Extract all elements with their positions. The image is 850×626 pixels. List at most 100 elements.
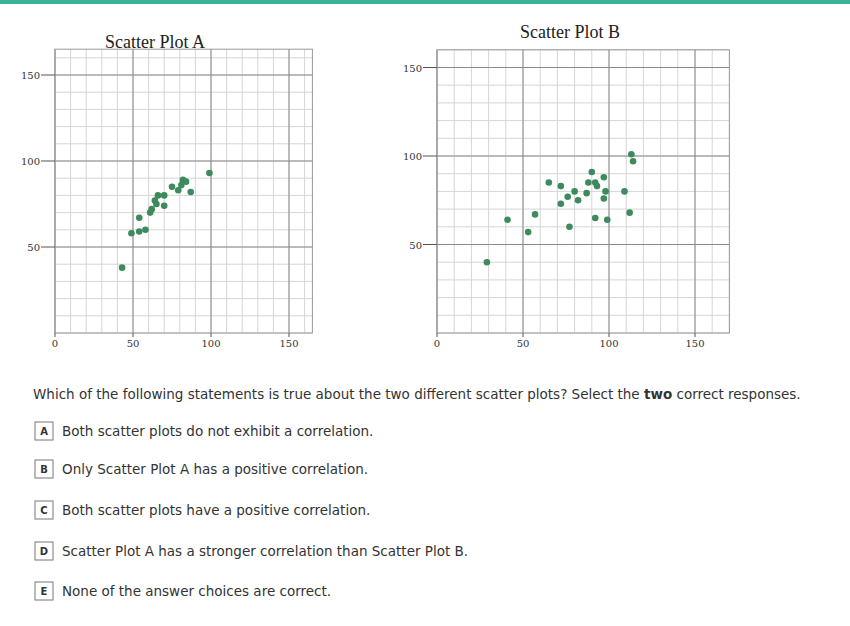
grid-line (211, 49, 212, 333)
grid-line (289, 49, 290, 333)
tick-label: 100 (201, 338, 220, 349)
grid-line (437, 156, 729, 157)
option-letter: B (40, 464, 48, 475)
minor-grid (55, 315, 312, 316)
tick-label: 100 (403, 151, 422, 162)
grid-line (437, 67, 729, 68)
tick-label: 50 (27, 242, 40, 253)
minor-grid (437, 244, 729, 245)
minor-grid (55, 264, 312, 265)
minor-grid (55, 298, 312, 299)
option-box[interactable] (35, 542, 53, 560)
option-text: Scatter Plot A has a stronger correlatio… (62, 543, 468, 559)
minor-grid (55, 229, 312, 230)
point (136, 214, 143, 221)
point (148, 206, 155, 213)
point (183, 178, 190, 185)
minor-grid (437, 138, 729, 139)
tick-label: 50 (409, 240, 422, 251)
point (602, 188, 609, 195)
minor-grid (437, 191, 729, 192)
option[interactable]: D Scatter Plot A has a stronger correlati… (35, 542, 468, 560)
minor-grid (437, 67, 729, 68)
minor-grid (133, 49, 134, 333)
option[interactable]: ABoth scatter plots do not exhibit a cor… (35, 422, 373, 440)
minor-grid (437, 226, 729, 227)
tick-label: 50 (127, 338, 140, 349)
top-bar (0, 0, 850, 4)
tick (289, 333, 290, 337)
chart-title: Scatter Plot B (520, 22, 620, 42)
minor-grid (437, 120, 729, 121)
option-box[interactable] (35, 582, 53, 600)
tick-label: 100 (599, 338, 618, 349)
tick (41, 75, 55, 76)
question: Which of the following statements is tru… (33, 386, 801, 402)
minor-grid (695, 50, 696, 333)
grid-line (55, 247, 312, 248)
minor-grid (437, 102, 729, 103)
tick (423, 67, 437, 68)
option[interactable]: ENone of the answer choices are correct. (35, 582, 331, 600)
point (583, 190, 590, 197)
minor-grid (437, 262, 729, 263)
tick (695, 333, 696, 337)
tick-label: 150 (279, 338, 298, 349)
point (532, 211, 539, 218)
option[interactable]: CBoth scatter plots have a positive corr… (35, 501, 370, 519)
point (169, 184, 176, 191)
tick (437, 333, 438, 337)
minor-grid (55, 75, 312, 76)
minor-grid (437, 209, 729, 210)
point (575, 197, 582, 204)
question-emphasis: two (644, 386, 672, 402)
tick (133, 333, 134, 337)
minor-grid (437, 279, 729, 280)
tick (423, 244, 437, 245)
option-box[interactable] (35, 501, 53, 519)
minor-grid (437, 315, 729, 316)
option-text: Only Scatter Plot A has a positive corre… (62, 461, 368, 477)
option-letter: D (40, 546, 48, 557)
minor-grid (289, 49, 290, 333)
minor-grid (437, 297, 729, 298)
point (558, 183, 565, 190)
tick-label: 0 (52, 338, 58, 349)
grid-line (437, 244, 729, 245)
point (128, 230, 135, 237)
point (136, 228, 143, 235)
minor-grid (55, 92, 312, 93)
point (621, 188, 628, 195)
tick (423, 156, 437, 157)
point (525, 229, 532, 236)
tick (609, 333, 610, 337)
point (119, 264, 126, 271)
plot-frame (55, 49, 312, 333)
minor-grid (55, 143, 312, 144)
points (119, 170, 213, 271)
point (592, 215, 599, 222)
minor-grid (437, 173, 729, 174)
point (152, 197, 159, 204)
option[interactable]: B Only Scatter Plot A has a positive corr… (35, 460, 368, 478)
tick (41, 161, 55, 162)
scatter-chart: 50100150050100150Scatter Plot A (21, 32, 312, 349)
point (589, 169, 596, 176)
minor-grid (437, 85, 729, 86)
point (601, 174, 608, 181)
minor-grid (211, 49, 212, 333)
point (161, 202, 168, 209)
point (601, 195, 608, 202)
option-letter: C (40, 505, 47, 516)
point (161, 192, 168, 199)
chart-title: Scatter Plot A (105, 32, 205, 52)
page: 50100150050100150Scatter Plot A501001500… (0, 0, 850, 626)
tick (55, 333, 56, 337)
minor-grid (55, 161, 312, 162)
point (142, 227, 149, 234)
option-box[interactable] (35, 422, 53, 440)
point (630, 158, 637, 165)
tick (41, 247, 55, 248)
option-box[interactable] (35, 460, 53, 478)
grid-line (133, 49, 134, 333)
